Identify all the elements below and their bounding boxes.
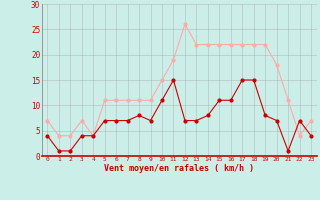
X-axis label: Vent moyen/en rafales ( km/h ): Vent moyen/en rafales ( km/h ): [104, 164, 254, 173]
